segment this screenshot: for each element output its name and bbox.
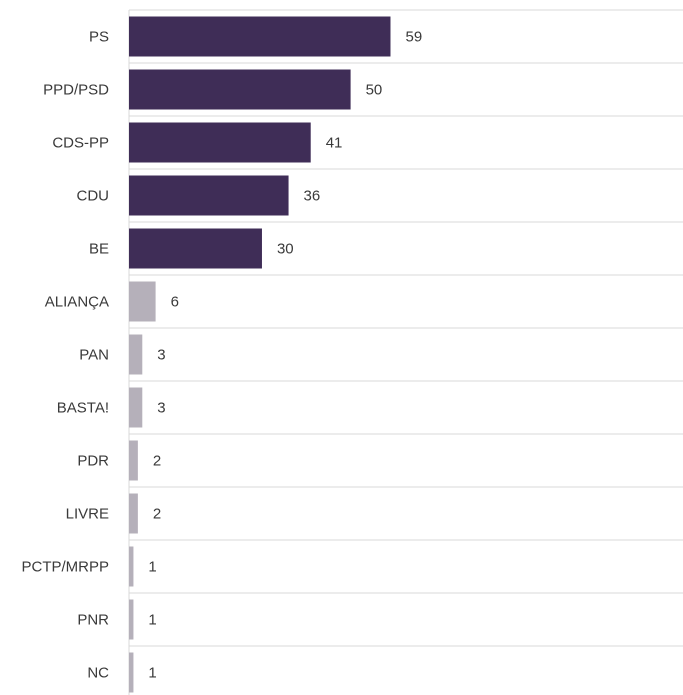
bar-1 — [129, 69, 351, 110]
value-labels: 59 50 41 36 30 6 3 3 2 2 1 1 1 — [148, 29, 422, 682]
category-label: BASTA! — [57, 400, 109, 417]
bar-8 — [129, 440, 138, 481]
category-label: CDS-PP — [52, 135, 109, 152]
value-label: 1 — [148, 665, 156, 682]
bars — [129, 16, 391, 693]
bar-2 — [129, 122, 311, 163]
category-label: LIVRE — [66, 506, 109, 523]
bar-3 — [129, 175, 289, 216]
bar-10 — [129, 546, 134, 587]
category-label: BE — [89, 241, 109, 258]
category-labels: PS PPD/PSD CDS-PP CDU BE ALIANÇA PAN BASTA! PDR L… — [21, 29, 109, 682]
bar-9 — [129, 493, 138, 534]
bar-12 — [129, 652, 134, 693]
value-label: 3 — [157, 400, 165, 417]
bar-7 — [129, 387, 143, 428]
bar-6 — [129, 334, 143, 375]
category-label: PPD/PSD — [43, 82, 109, 99]
value-label: 3 — [157, 347, 165, 364]
category-label: NC — [87, 665, 109, 682]
gridlines — [128, 9, 683, 695]
category-label: PCTP/MRPP — [21, 559, 109, 576]
bar-4 — [129, 228, 262, 269]
value-label: 50 — [366, 82, 383, 99]
bar-5 — [129, 281, 156, 322]
value-label: 1 — [148, 612, 156, 629]
category-label: PNR — [77, 612, 109, 629]
category-label: PS — [89, 29, 109, 46]
value-label: 2 — [153, 506, 161, 523]
value-label: 41 — [326, 135, 343, 152]
value-label: 36 — [304, 188, 321, 205]
category-label: CDU — [77, 188, 110, 205]
category-label: ALIANÇA — [45, 294, 109, 311]
value-label: 1 — [148, 559, 156, 576]
category-label: PAN — [79, 347, 109, 364]
bar-0 — [129, 16, 391, 57]
value-label: 2 — [153, 453, 161, 470]
category-label: PDR — [77, 453, 109, 470]
bar-11 — [129, 599, 134, 640]
value-label: 30 — [277, 241, 294, 258]
value-label: 6 — [171, 294, 179, 311]
value-label: 59 — [405, 29, 422, 46]
